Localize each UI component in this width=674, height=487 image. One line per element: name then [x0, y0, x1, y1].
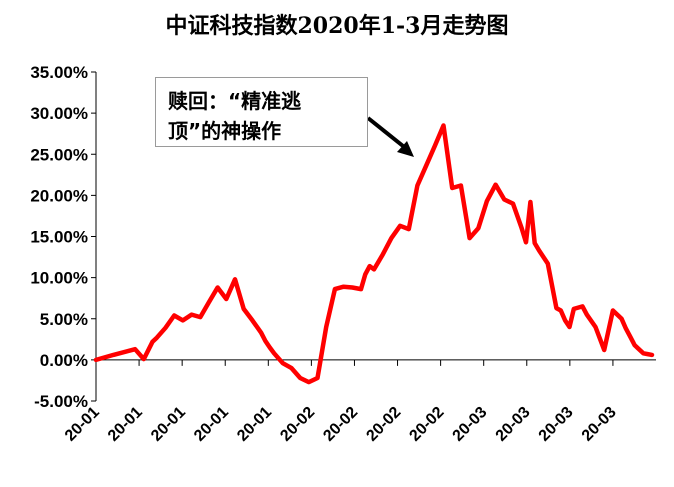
x-tick-label: 20-02 — [363, 404, 404, 445]
y-tick-label: -5.00% — [34, 392, 88, 411]
y-tick-label: 30.00% — [30, 104, 88, 123]
chart-title: 中证科技指数2020年1-3月走势图 — [165, 13, 509, 39]
x-tick-label: 20-02 — [277, 404, 318, 445]
annotation-arrow — [366, 116, 410, 152]
x-tick-label: 20-03 — [450, 404, 491, 445]
series-layer — [93, 123, 655, 385]
x-tick-label: 20-02 — [406, 404, 447, 445]
annotation-arrowhead — [397, 141, 414, 157]
annotation-line-1: 赎回：“精准逃 — [168, 89, 302, 113]
x-tick-label: 20-01 — [148, 404, 189, 445]
series-line — [93, 123, 655, 385]
x-tick-label: 20-02 — [320, 404, 361, 445]
y-tick-label: 10.00% — [30, 269, 88, 288]
x-tick-label: 20-03 — [579, 404, 620, 445]
y-tick-label: 25.00% — [30, 145, 88, 164]
annotation-box: 赎回：“精准逃 顶”的神操作 — [155, 77, 368, 147]
annotation-line-2: 顶”的神操作 — [168, 119, 282, 143]
x-tick-label: 20-01 — [191, 404, 232, 445]
y-tick-label: 0.00% — [40, 351, 88, 370]
x-tick-label: 20-01 — [105, 404, 146, 445]
y-tick-label: 35.00% — [30, 63, 88, 82]
y-tick-label: 15.00% — [30, 228, 88, 247]
x-tick-label: 20-01 — [234, 404, 275, 445]
x-tick-label: 20-03 — [493, 404, 534, 445]
y-tick-label: 5.00% — [40, 310, 88, 329]
y-tick-label: 20.00% — [30, 186, 88, 205]
x-tick-label: 20-03 — [536, 404, 577, 445]
annotation-arrow-layer — [366, 116, 414, 157]
